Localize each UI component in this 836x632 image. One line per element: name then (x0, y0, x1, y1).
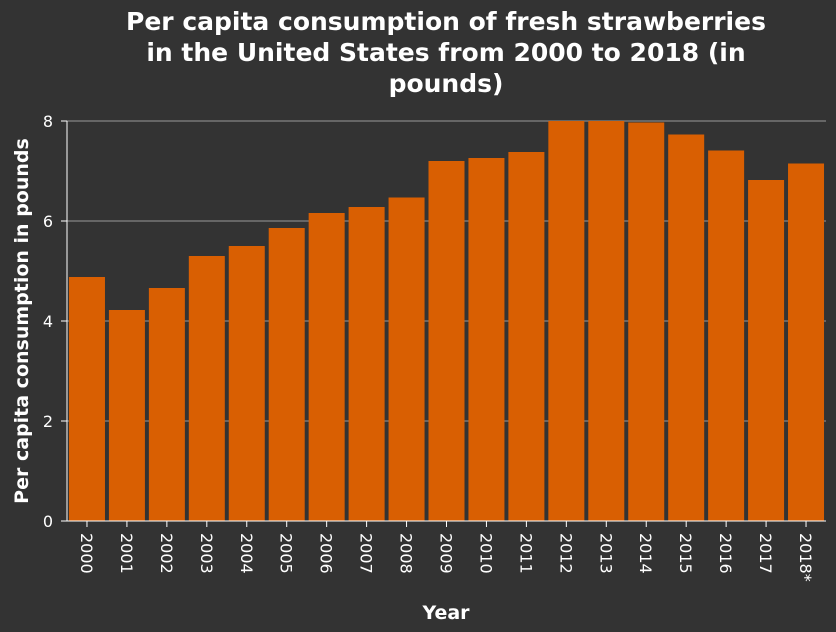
x-tick-label: 2001 (117, 533, 136, 574)
chart-title-line-3: pounds) (389, 69, 504, 98)
y-tick-label: 0 (43, 512, 53, 531)
chart-title-line-1: Per capita consumption of fresh strawber… (126, 7, 766, 36)
x-tick-label: 2002 (157, 533, 176, 574)
bar-2004 (228, 246, 265, 521)
x-tick-label: 2018* (796, 533, 815, 582)
bar-2005 (268, 228, 305, 521)
bar-2008 (388, 197, 425, 521)
x-tick-label: 2008 (397, 533, 416, 574)
bar-2001 (108, 310, 145, 521)
x-tick-label: 2011 (516, 533, 535, 574)
x-tick-label: 2016 (716, 533, 735, 574)
bar-2007 (348, 207, 385, 521)
tick-labels: 0 2 4 6 8 2000 2001 2002 2003 2004 2005 2006 2007 200… (43, 112, 815, 582)
y-axis-label: Per capita consumption in pounds (11, 138, 33, 504)
x-tick-label: 2014 (636, 533, 655, 574)
x-axis-label: Year (421, 602, 470, 624)
y-tick-label: 6 (43, 212, 53, 231)
bar-2006 (308, 213, 345, 521)
bar-2009 (428, 161, 465, 521)
x-tick-label: 2017 (756, 533, 775, 574)
bar-2018 (788, 163, 825, 521)
bar-2003 (188, 256, 225, 521)
x-tick-label: 2015 (676, 533, 695, 574)
bar-2017 (748, 180, 785, 521)
x-tick-label: 2004 (237, 533, 256, 574)
bar-2016 (708, 150, 745, 521)
bars (68, 121, 825, 521)
x-tick-label: 2010 (476, 533, 495, 574)
bar-2002 (148, 288, 185, 521)
bar-2000 (68, 277, 105, 521)
y-tick-label: 8 (43, 112, 53, 131)
bar-2011 (508, 152, 545, 521)
chart-title-line-2: in the United States from 2000 to 2018 (… (146, 38, 745, 67)
y-tick-label: 4 (43, 312, 53, 331)
bar-2012 (548, 121, 585, 521)
x-tick-label: 2007 (357, 533, 376, 574)
bar-2015 (668, 134, 705, 521)
x-tick-label: 2009 (437, 533, 456, 574)
bar-2014 (628, 122, 665, 521)
bar-2010 (468, 158, 505, 521)
x-tick-label: 2006 (317, 533, 336, 574)
axes (61, 120, 826, 527)
x-tick-label: 2003 (197, 533, 216, 574)
bar-2013 (588, 121, 625, 521)
x-tick-label: 2012 (556, 533, 575, 574)
x-tick-label: 2013 (596, 533, 615, 574)
x-tick-label: 2000 (77, 533, 96, 574)
x-tick-label: 2005 (277, 533, 296, 574)
y-tick-label: 2 (43, 412, 53, 431)
